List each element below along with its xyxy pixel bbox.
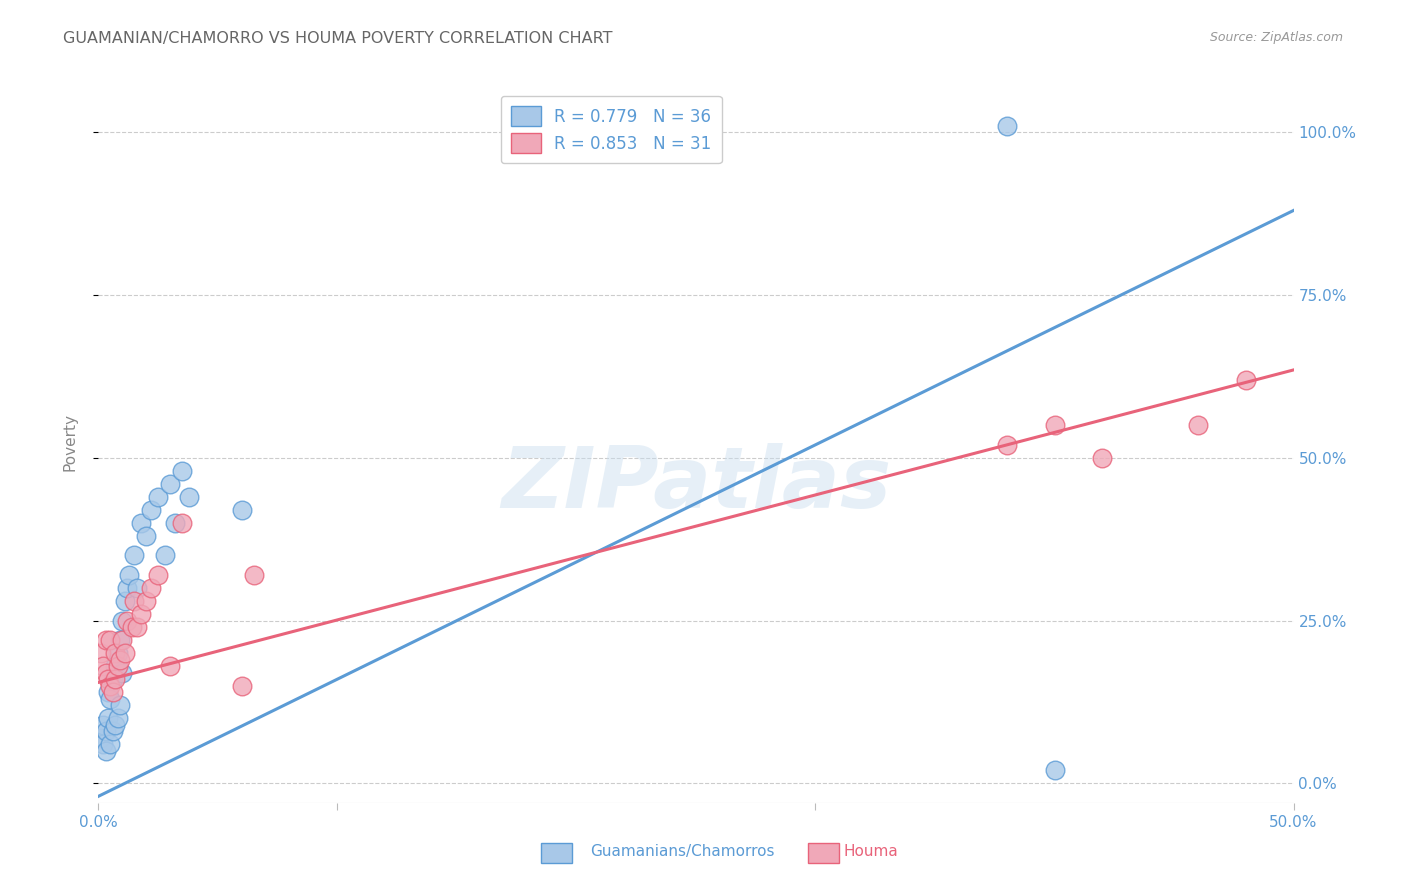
Point [1043,764,1066,778]
Point [125,581,148,595]
Text: GUAMANIAN/CHAMORRO VS HOUMA POVERTY CORRELATION CHART: GUAMANIAN/CHAMORRO VS HOUMA POVERTY CORR… [63,31,613,46]
Point [91,717,114,731]
Point [124,549,146,563]
Point [94,744,117,758]
Point [139,503,162,517]
Point [995,438,1018,452]
Point [94,724,117,739]
Point [108,698,131,713]
Point [1091,450,1114,465]
Point [91,737,114,751]
Point [101,724,124,739]
Text: Guamanians/Chamorros: Guamanians/Chamorros [591,845,775,859]
Point [148,490,170,504]
Point [97,672,120,686]
Point [94,665,117,680]
Point [115,614,138,628]
Point [98,737,122,751]
Point [125,620,148,634]
Point [159,659,181,673]
Point [115,581,138,595]
Point [172,516,194,530]
Point [231,679,253,693]
Point [118,568,141,582]
Point [179,490,201,504]
Point [131,607,153,621]
Point [107,646,129,660]
Point [124,594,146,608]
Point [97,711,120,725]
Point [108,633,131,648]
Point [139,581,162,595]
Point [107,659,129,673]
Text: Houma: Houma [844,845,898,859]
Point [98,633,122,648]
Point [1187,418,1209,433]
Legend: R = 0.779   N = 36, R = 0.853   N = 31: R = 0.779 N = 36, R = 0.853 N = 31 [501,95,721,163]
Point [172,464,194,478]
Point [104,717,127,731]
Point [98,691,122,706]
Y-axis label: Poverty: Poverty [63,412,77,471]
Point [131,516,153,530]
Point [121,620,143,634]
Point [159,476,181,491]
Point [111,614,134,628]
Point [111,633,134,648]
Text: ZIPatlas: ZIPatlas [501,443,891,526]
Point [101,685,124,699]
Point [111,665,134,680]
Point [135,594,157,608]
Point [1234,373,1257,387]
Point [1043,418,1066,433]
Point [101,672,124,686]
Point [231,503,253,517]
Point [107,711,129,725]
Point [135,529,157,543]
Point [243,568,266,582]
Point [98,679,122,693]
Point [90,646,112,660]
Point [148,568,170,582]
Point [91,659,114,673]
Text: Source: ZipAtlas.com: Source: ZipAtlas.com [1209,31,1343,45]
Point [104,672,127,686]
Point [114,594,136,608]
Point [114,646,136,660]
Point [163,516,186,530]
Point [90,731,112,745]
Point [995,119,1018,133]
Point [108,652,131,666]
Point [104,659,127,673]
Point [97,685,120,699]
Point [94,633,117,648]
Point [155,549,177,563]
Point [104,646,127,660]
